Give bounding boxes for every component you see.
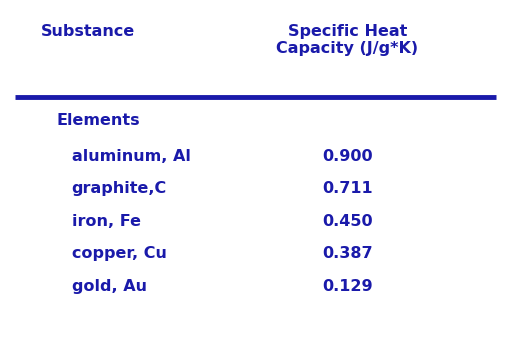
Text: 0.129: 0.129 — [322, 279, 373, 294]
Text: 0.711: 0.711 — [322, 181, 373, 196]
Text: 0.900: 0.900 — [322, 149, 373, 164]
Text: gold, Au: gold, Au — [72, 279, 147, 294]
Text: Substance: Substance — [41, 24, 135, 39]
Text: Specific Heat
Capacity (J/g*K): Specific Heat Capacity (J/g*K) — [276, 24, 419, 56]
Text: 0.387: 0.387 — [322, 246, 373, 261]
Text: iron, Fe: iron, Fe — [72, 214, 141, 229]
Text: copper, Cu: copper, Cu — [72, 246, 167, 261]
Text: 0.450: 0.450 — [322, 214, 373, 229]
Text: graphite,C: graphite,C — [72, 181, 167, 196]
Text: Elements: Elements — [56, 113, 140, 128]
Text: aluminum, Al: aluminum, Al — [72, 149, 191, 164]
